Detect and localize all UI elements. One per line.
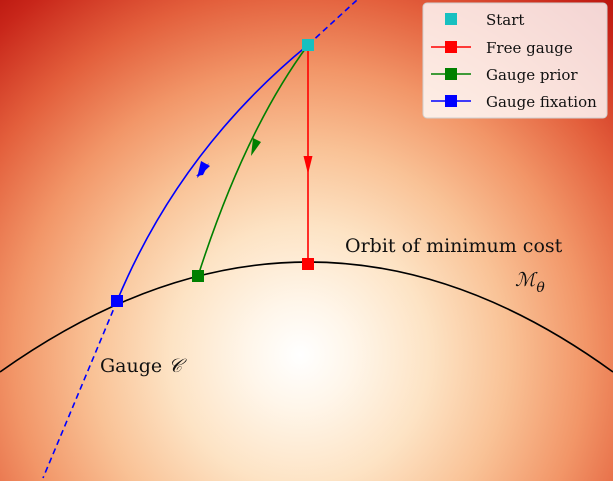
legend-start-label: Start [486,11,524,29]
free-gauge-arrowhead [303,156,313,174]
legend-item-gauge-fixation: Gauge fixation [431,93,597,111]
gauge-fixation-end-marker [111,295,123,307]
gauge-prior-path [197,44,309,277]
legend-free-gauge-label: Free gauge [486,39,573,57]
free-gauge-end-marker [302,258,314,270]
legend-free-gauge-swatch [445,41,457,53]
gauge-prior-arrowhead [251,138,261,156]
legend-box [422,2,608,119]
legend-gauge-fixation-swatch [445,95,457,107]
legend-item-free-gauge: Free gauge [431,39,573,57]
orbit-symbol: ℳθ [515,269,545,296]
legend-start-swatch [445,13,457,25]
start-marker [302,39,314,51]
gauge-prior-end-marker [192,270,204,282]
gauge-curve-dashed-upper [307,0,358,46]
gauge-label: Gauge 𝒞 [100,355,187,377]
legend-item-start: Start [445,11,524,29]
gauge-fixation-arrowhead [197,161,210,178]
gauge-fixation-path [116,44,309,302]
gauge-curve-dashed-lower [42,300,118,479]
legend-gauge-fixation-label: Gauge fixation [486,93,597,111]
legend-gauge-prior-swatch [445,68,457,80]
orbit-symbol-subscript: θ [536,280,545,296]
legend: Start Free gauge Gauge prior Gauge fixat… [422,2,608,119]
legend-item-gauge-prior: Gauge prior [431,66,578,84]
orbit-label: Orbit of minimum cost [345,235,563,257]
legend-gauge-prior-label: Gauge prior [486,66,578,84]
